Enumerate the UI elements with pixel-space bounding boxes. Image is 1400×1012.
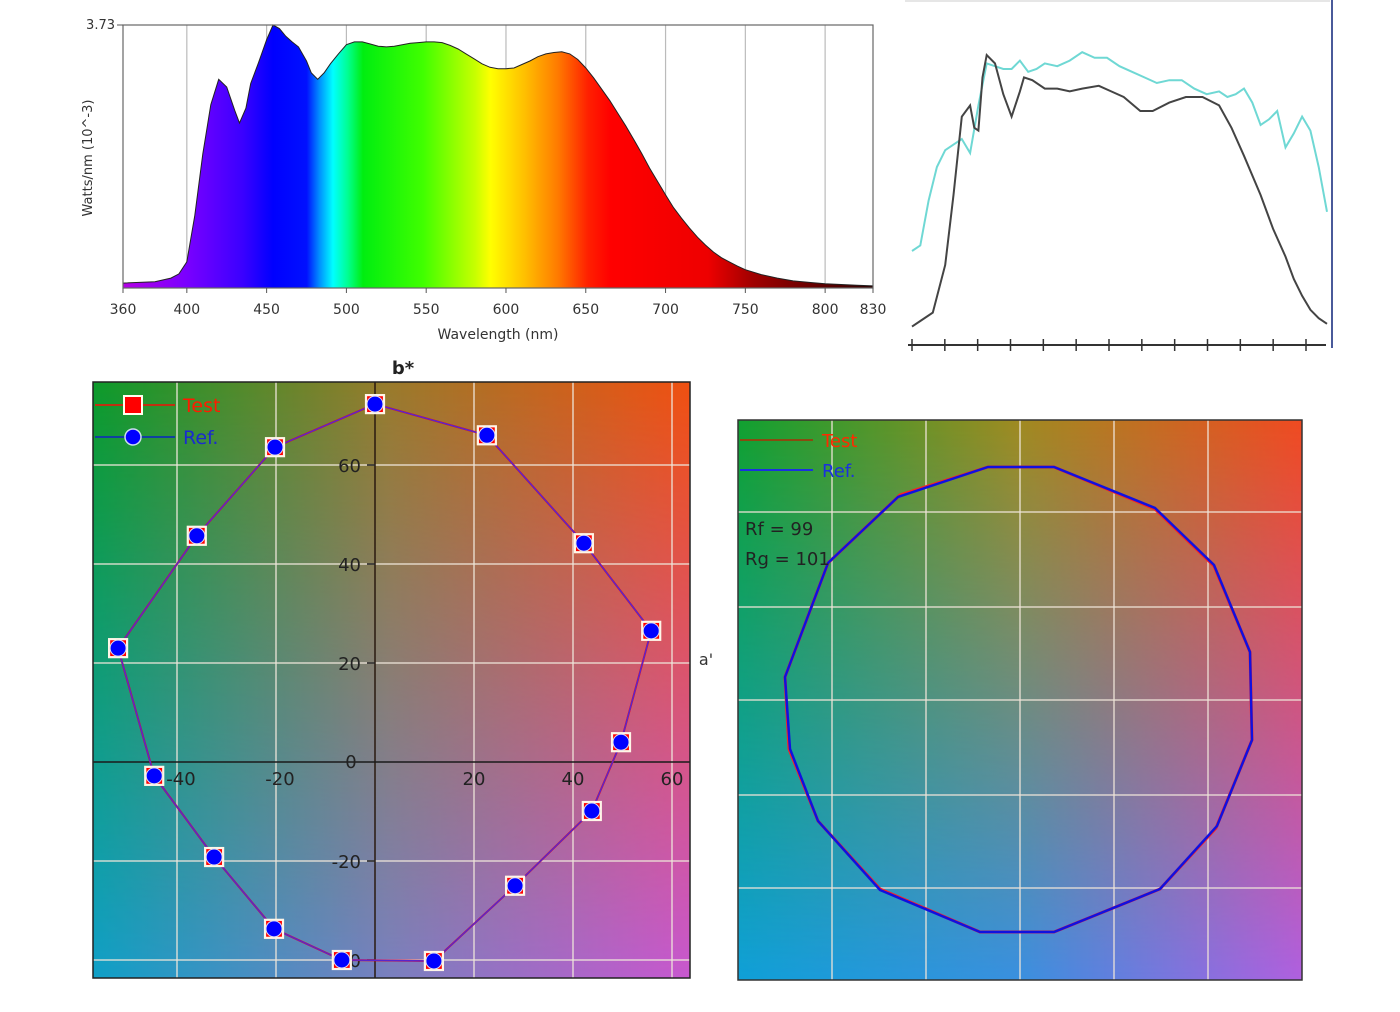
ref-marker <box>575 534 593 552</box>
test-legend-marker <box>123 395 143 415</box>
x-tick-label: 600 <box>493 302 520 318</box>
gridlines <box>738 420 1302 980</box>
color-vector-graphic: Test Ref. Rf = 99 Rg = 101 <box>730 400 1400 1008</box>
x-axis-label: Wavelength (nm) <box>438 327 559 343</box>
x-tick-label: 830 <box>860 302 887 318</box>
ref-legend-marker <box>124 428 142 446</box>
x-tick-label: 800 <box>812 302 839 318</box>
spectral-power-chart: 360 400 450 500 550 600 650 700 750 800 830 3.73 W… <box>0 0 900 350</box>
b-tick-label: 20 <box>338 654 361 675</box>
ref-spectrum-line <box>911 51 1328 252</box>
x-tick-label: 750 <box>732 302 759 318</box>
ref-marker <box>333 951 351 969</box>
ref-marker <box>145 767 163 785</box>
spectrum-comparison-chart <box>900 0 1400 360</box>
rf-label: Rf = 99 <box>745 519 813 540</box>
x-tick-label: 500 <box>333 302 360 318</box>
y-axis-label: Watts/nm (10^-3) <box>81 100 96 217</box>
x-axis-ticks <box>911 339 1307 351</box>
x-tick-label: 700 <box>652 302 679 318</box>
origin-label: 0 <box>345 752 356 773</box>
ref-polygon <box>783 465 1254 934</box>
y-max-label: 3.73 <box>86 18 115 33</box>
x-tick-label: 550 <box>413 302 440 318</box>
a-tick-label: -20 <box>265 769 294 790</box>
ref-markers <box>109 395 660 970</box>
b-axis-label: b* <box>392 358 415 379</box>
vector-svg: Test Ref. Rf = 99 Rg = 101 <box>737 419 1303 981</box>
comparison-svg <box>905 0 1333 351</box>
x-axis-ticks: 360 400 450 500 550 600 650 700 750 800 830 <box>110 288 887 318</box>
a-tick-label: -40 <box>166 769 195 790</box>
plot-frame <box>92 381 691 979</box>
gridlines <box>93 382 690 978</box>
test-spectrum-line <box>911 52 1328 328</box>
ref-marker <box>266 438 284 456</box>
spectrum-svg: 360 400 450 500 550 600 650 700 750 800 830 3.73 W… <box>81 18 887 343</box>
plot-frame <box>737 419 1303 981</box>
ref-line <box>117 403 653 962</box>
ref-marker <box>612 733 630 751</box>
ref-marker <box>109 639 127 657</box>
ref-marker <box>265 920 283 938</box>
ref-marker <box>642 622 660 640</box>
spectrum-area <box>122 24 874 289</box>
a-tick-label: 60 <box>661 769 684 790</box>
ref-marker <box>205 848 223 866</box>
x-tick-label: 450 <box>253 302 280 318</box>
legend: Test Ref. <box>95 395 220 449</box>
a-tick-label: 40 <box>562 769 585 790</box>
ref-marker <box>188 527 206 545</box>
b-tick-label: -20 <box>332 852 361 873</box>
ref-marker <box>478 426 496 444</box>
ref-marker <box>506 877 524 895</box>
legend-ref-label: Ref. <box>183 427 218 449</box>
ref-marker <box>583 802 601 820</box>
rg-label: Rg = 101 <box>745 549 830 570</box>
legend-test-label: Test <box>821 431 857 452</box>
plot-frame <box>122 24 874 289</box>
x-tick-label: 650 <box>572 302 599 318</box>
b-tick-label: 60 <box>338 456 361 477</box>
ref-marker <box>366 395 384 413</box>
legend: Test Ref. <box>740 431 857 482</box>
b-tick-label: 40 <box>338 555 361 576</box>
x-tick-label: 400 <box>173 302 200 318</box>
legend-ref-label: Ref. <box>822 461 856 482</box>
ref-marker <box>425 952 443 970</box>
a-axis-label: a' <box>699 650 713 669</box>
legend-test-label: Test <box>182 395 220 417</box>
a-tick-label: 20 <box>463 769 486 790</box>
x-tick-label: 360 <box>110 302 137 318</box>
